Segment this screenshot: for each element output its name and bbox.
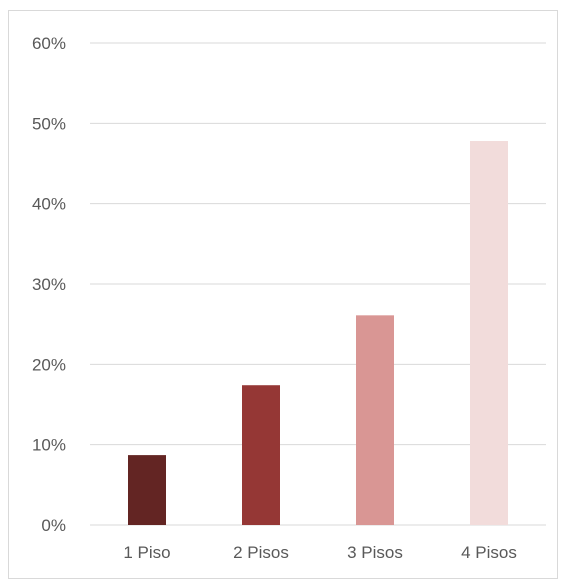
chart-frame xyxy=(8,10,558,579)
y-tick-label: 40% xyxy=(32,195,66,214)
bar-2-pisos xyxy=(242,385,280,525)
y-tick-label: 20% xyxy=(32,355,66,374)
y-tick-label: 30% xyxy=(32,275,66,294)
x-axis-tick-labels: 1 Piso 2 Pisos 3 Pisos 4 Pisos xyxy=(123,543,517,562)
bar-4-pisos xyxy=(470,141,508,526)
y-axis-tick-labels: 0% 10% 20% 30% 40% 50% 60% xyxy=(32,34,66,535)
x-tick-label: 1 Piso xyxy=(123,543,170,562)
x-tick-label: 4 Pisos xyxy=(461,543,517,562)
y-tick-label: 0% xyxy=(41,516,66,535)
x-tick-label: 2 Pisos xyxy=(233,543,289,562)
bar-1-piso xyxy=(128,455,166,525)
bars xyxy=(128,141,508,526)
x-tick-label: 3 Pisos xyxy=(347,543,403,562)
bar-3-pisos xyxy=(356,315,394,525)
y-tick-label: 10% xyxy=(32,436,66,455)
y-tick-label: 60% xyxy=(32,34,66,53)
y-tick-label: 50% xyxy=(32,114,66,133)
